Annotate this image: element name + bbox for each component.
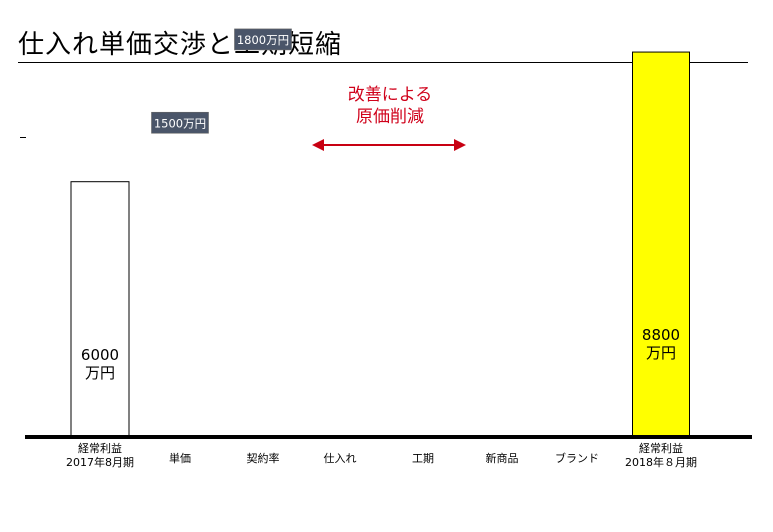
category-label-0: 経常利益 2017年8月期 — [66, 441, 134, 469]
category-label-1: 単価 — [169, 451, 191, 465]
annotation-line-1: 改善による — [347, 85, 433, 105]
bar-delta-label-2: 1800万円 — [237, 33, 289, 47]
category-label-7: 経常利益 2018年８月期 — [625, 441, 697, 469]
bar-total-label-7: 8800 万円 — [642, 326, 680, 362]
bar-total-0 — [70, 181, 130, 438]
title-divider — [18, 62, 748, 63]
bar-total-label-0: 6000 万円 — [81, 346, 119, 382]
annotation-arrow-left-head — [312, 139, 324, 151]
bar-delta-2 — [234, 28, 292, 51]
cost-reduction-annotation: 改善による 原価削減 — [318, 84, 462, 128]
bar-total-7 — [632, 51, 690, 438]
small-dash-mark — [20, 137, 26, 138]
category-label-2: 契約率 — [247, 451, 280, 465]
bar-delta-label-1: 1500万円 — [154, 116, 206, 130]
category-label-3: 仕入れ — [324, 452, 357, 465]
category-label-4: 工期 — [412, 452, 434, 465]
annotation-arrow-right-head — [454, 139, 466, 151]
bar-delta-1 — [151, 111, 209, 134]
annotation-line-2: 原価削減 — [356, 107, 424, 127]
category-label-5: 新商品 — [486, 451, 519, 465]
category-label-6: ブランド — [555, 451, 599, 465]
